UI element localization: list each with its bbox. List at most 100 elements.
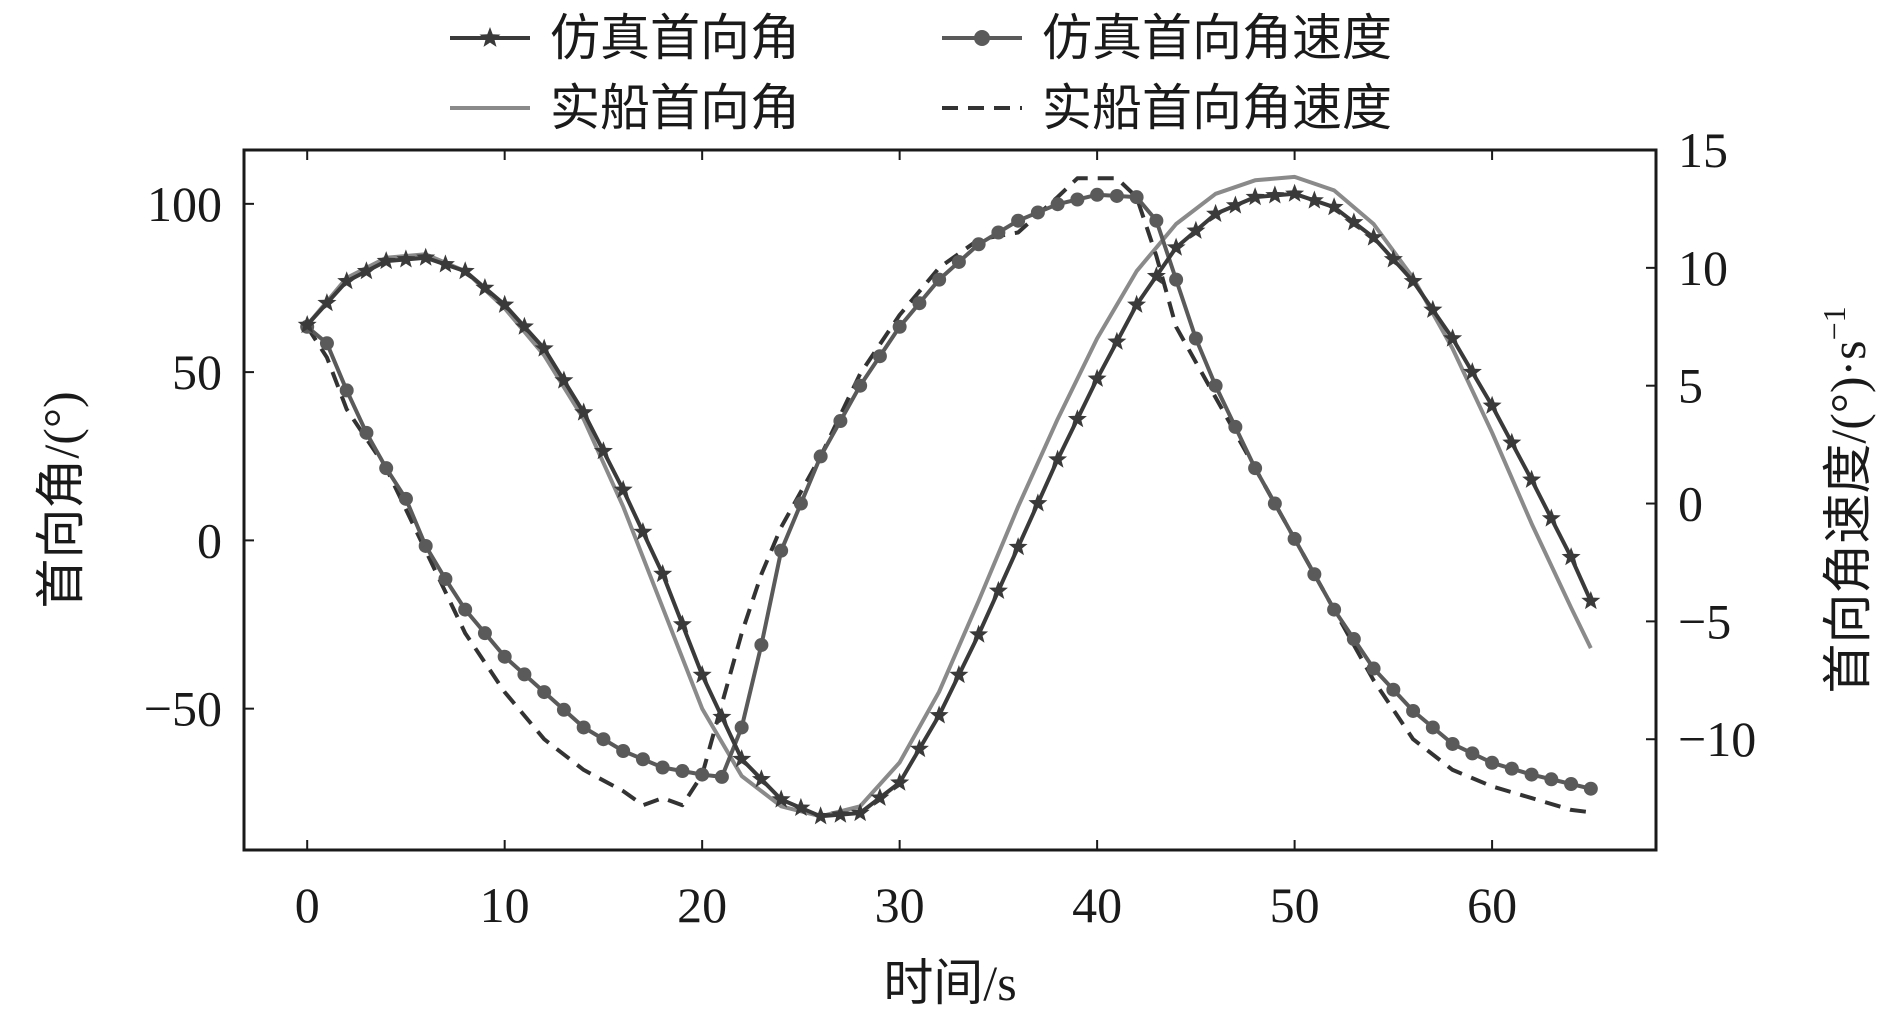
sim-heading-rate-marker	[556, 702, 571, 717]
sim-heading-marker	[1146, 266, 1166, 285]
legend-marker-sim-heading	[479, 27, 501, 47]
sim-heading-marker	[850, 803, 870, 822]
x-tick-label: 10	[480, 877, 530, 933]
sim-heading-marker	[396, 249, 416, 268]
sim-heading-marker	[1107, 331, 1127, 350]
sim-heading-rate-marker	[1406, 703, 1421, 718]
sim-heading-marker	[554, 370, 574, 389]
sim-heading-rate-marker	[616, 744, 631, 759]
sim-heading-marker	[712, 707, 732, 726]
sim-heading-rate-marker	[774, 543, 789, 558]
sim-heading-marker	[811, 806, 831, 825]
sim-heading-rate-marker	[1287, 531, 1302, 546]
legend-marker-sim-heading-rate	[974, 30, 990, 46]
sim-heading-rate-marker	[1504, 761, 1519, 776]
sim-heading-rate-marker	[951, 254, 966, 269]
sim-heading-rate-marker	[892, 319, 907, 334]
sim-heading-marker	[1028, 493, 1048, 512]
sim-heading-rate-marker	[497, 649, 512, 664]
sim-heading-rate-marker	[991, 225, 1006, 240]
sim-heading-rate-marker	[359, 425, 374, 440]
sim-heading-marker	[1245, 187, 1265, 206]
sim-heading-marker	[1482, 395, 1502, 414]
sim-heading-rate-marker	[1050, 197, 1065, 212]
sim-heading-marker	[949, 665, 969, 684]
legend-label-real-heading-rate: 实船首向角速度	[1042, 80, 1392, 136]
y-tick-label: 50	[172, 344, 222, 400]
sim-heading-rate-marker	[1524, 767, 1539, 782]
sim-heading-rate-marker	[734, 720, 749, 735]
sim-heading-marker	[1443, 328, 1463, 347]
sim-heading-marker	[672, 614, 692, 633]
sim-heading-marker	[1522, 469, 1542, 488]
sim-heading-marker	[475, 278, 495, 297]
sim-heading-rate-marker	[1485, 755, 1500, 770]
y2-tick-label: −5	[1678, 593, 1731, 649]
sim-heading-rate-marker	[1030, 205, 1045, 220]
sim-heading-marker	[356, 261, 376, 280]
sim-heading-marker	[1324, 197, 1344, 216]
sim-heading-rate-marker	[1327, 602, 1342, 617]
legend-label-real-heading: 实船首向角	[550, 80, 800, 136]
sim-heading-marker	[1403, 271, 1423, 290]
series-layer	[297, 174, 1601, 825]
x-tick-label: 20	[677, 877, 727, 933]
sim-heading-marker	[1067, 409, 1087, 428]
sim-heading-rate-marker	[537, 685, 552, 700]
plot-frame	[242, 148, 1658, 852]
real-heading-rate-line	[305, 176, 1592, 815]
sim-heading-marker	[613, 479, 633, 498]
sim-heading-rate-marker	[379, 461, 394, 476]
sim-heading-marker	[1206, 203, 1226, 222]
sim-heading-marker	[692, 665, 712, 684]
sim-heading-marker	[1186, 220, 1206, 239]
y-tick-label: −50	[144, 681, 222, 737]
y-tick-label: 0	[197, 512, 222, 568]
sim-heading-rate-marker	[1090, 187, 1105, 202]
sim-heading-marker	[1561, 547, 1581, 566]
sim-heading-marker	[1383, 249, 1403, 268]
sim-heading-rate-marker	[319, 336, 334, 351]
sim-heading-rate-marker	[714, 769, 729, 784]
sim-heading-marker	[1225, 195, 1245, 214]
sim-heading-rate-marker	[596, 732, 611, 747]
sim-heading-rate-marker	[458, 602, 473, 617]
legend-label-sim-heading: 仿真首向角	[550, 10, 800, 66]
sim-heading-marker	[1008, 537, 1028, 556]
sim-heading-marker	[495, 294, 515, 313]
sim-heading-marker	[633, 522, 653, 541]
sim-heading-marker	[751, 769, 771, 788]
sim-heading-rate-marker	[754, 637, 769, 652]
y-axis-right-ticks: 15 10 5 0 −5 −10	[1646, 122, 1756, 767]
sim-heading-rate-marker	[853, 378, 868, 393]
sim-heading-rate-marker	[655, 760, 670, 775]
sim-heading-marker	[1364, 227, 1384, 246]
y2-tick-label: 15	[1678, 122, 1728, 178]
sim-heading-marker	[732, 749, 752, 768]
sim-heading-marker	[297, 315, 317, 334]
sim-heading-rate-marker	[576, 720, 591, 735]
sim-heading-rate-marker	[1346, 632, 1361, 647]
y2-tick-label: −10	[1678, 711, 1756, 767]
x-tick-label: 30	[875, 877, 925, 933]
sim-heading-marker	[1048, 449, 1068, 468]
sim-heading-marker	[435, 254, 455, 273]
sim-heading-marker	[1166, 237, 1186, 256]
sim-heading-rate-marker	[1208, 378, 1223, 393]
sim-heading-rate-marker	[1011, 213, 1026, 228]
sim-heading-marker	[771, 789, 791, 808]
sim-heading-marker	[593, 441, 613, 460]
sim-heading-rate-marker	[872, 349, 887, 364]
sim-heading-rate-marker	[1169, 272, 1184, 287]
y-tick-label: 100	[147, 176, 222, 232]
sim-heading-rate-marker	[971, 237, 986, 252]
sim-heading-rate-marker	[339, 383, 354, 398]
sim-heading-marker	[337, 271, 357, 290]
sim-heading-rate-marker	[418, 538, 433, 553]
sim-heading-marker	[870, 787, 890, 806]
sim-heading-rate-marker	[1267, 496, 1282, 511]
